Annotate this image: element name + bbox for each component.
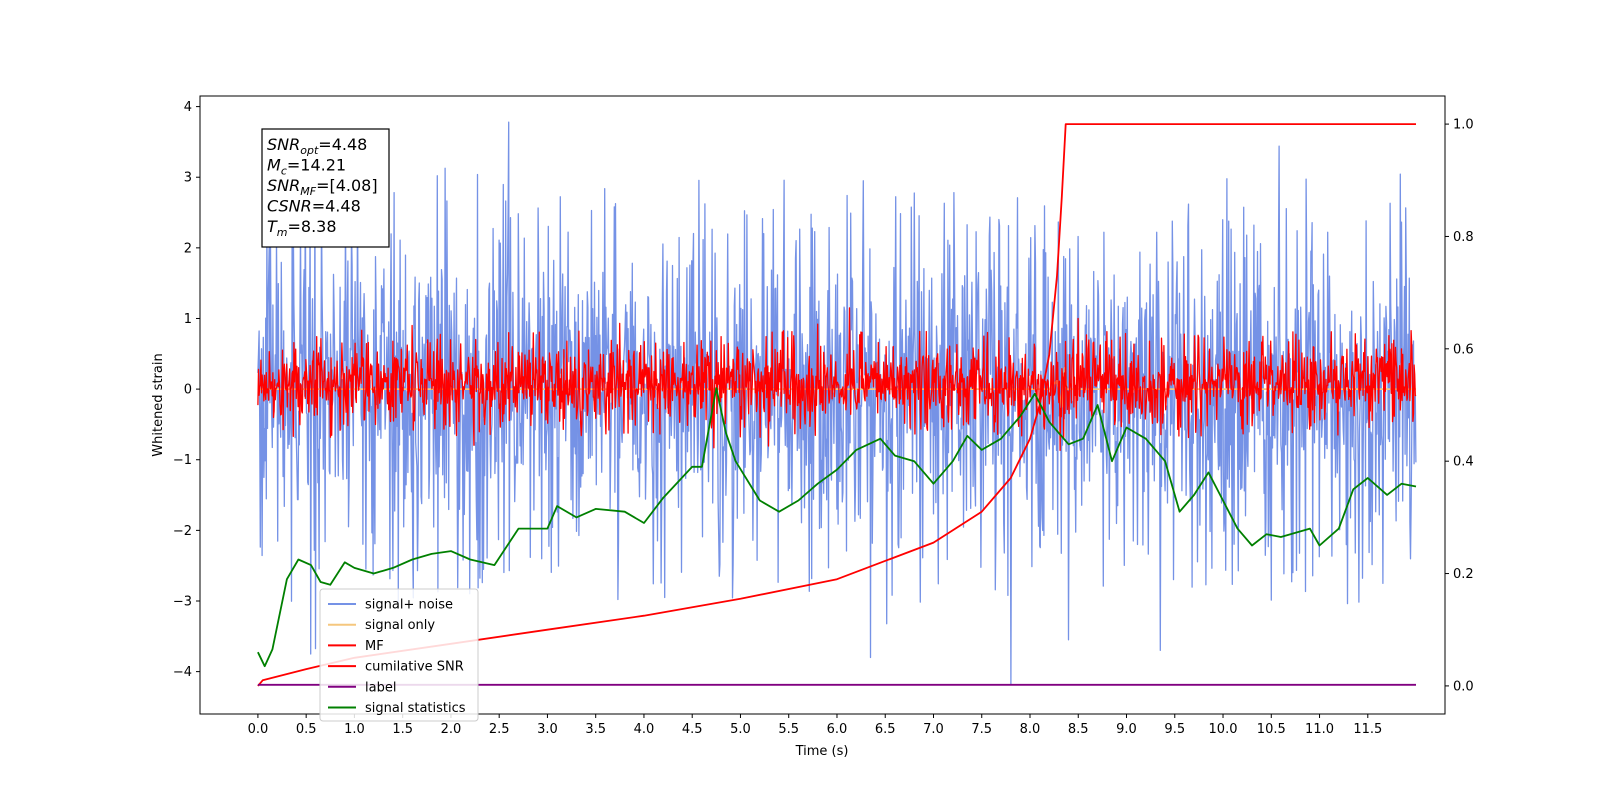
y-tick-label: 3: [184, 171, 192, 186]
y-tick-label: −4: [173, 665, 192, 680]
y-axis-label: Whitened strain: [151, 353, 166, 456]
y-axis-left: −4 −3 −2 −1 0 1 2 3 4: [173, 100, 200, 680]
x-tick-label: 5.5: [778, 722, 799, 737]
x-tick-label: 1.0: [344, 722, 365, 737]
annotation-subscript: m: [277, 226, 288, 239]
annotation-value: =4.48: [318, 135, 367, 154]
annotation-subscript: opt: [300, 144, 319, 157]
x-tick-label: 0.5: [296, 722, 317, 737]
x-tick-label: 11.5: [1353, 722, 1382, 737]
y-axis-right: 0.0 0.2 0.4 0.6 0.8 1.0: [1445, 118, 1474, 694]
x-axis-label: Time (s): [795, 744, 849, 759]
x-tick-label: 10.5: [1257, 722, 1286, 737]
x-tick-label: 4.0: [634, 722, 655, 737]
annotation-line: Mc=14.21: [267, 156, 346, 178]
x-axis: 0.0 0.5 1.0 1.5 2.0 2.5 3.0 3.5 4.0 4.5 5.0 5.5 6.0 6…: [248, 714, 1382, 737]
y-tick-label: −3: [173, 594, 192, 609]
legend-frame: [319, 588, 479, 722]
annotation-value: =8.38: [288, 217, 337, 236]
x-tick-label: 10.0: [1209, 722, 1238, 737]
legend-label: signal statistics: [365, 701, 466, 716]
annotation-value: =14.21: [287, 156, 346, 175]
legend-label: MF: [365, 639, 384, 654]
x-tick-label: 2.0: [441, 722, 462, 737]
annotation-symbol: SNR: [267, 135, 300, 154]
x-tick-label: 7.0: [923, 722, 944, 737]
annotation-symbol: T: [267, 217, 278, 236]
annotation-box: SNRopt=4.48Mc=14.21SNRMF=[4.08]CSNR=4.48…: [261, 128, 390, 248]
annotation-line: Tm=8.38: [267, 217, 337, 239]
x-tick-label: 5.0: [730, 722, 751, 737]
annotation-value: =4.48: [312, 197, 361, 216]
legend-label: cumilative SNR: [365, 660, 464, 675]
x-tick-label: 2.5: [489, 722, 510, 737]
y-tick-label: 2: [184, 241, 192, 256]
x-tick-label: 4.5: [682, 722, 703, 737]
y2-tick-label: 0.8: [1453, 230, 1474, 245]
y-tick-label: 0: [184, 383, 192, 398]
x-tick-label: 3.5: [585, 722, 606, 737]
y2-tick-label: 0.4: [1453, 455, 1474, 470]
plot-frame: [199, 95, 1446, 715]
y2-tick-label: 0.2: [1453, 567, 1474, 582]
x-tick-label: 11.0: [1305, 722, 1334, 737]
annotation-symbol: CSNR: [267, 197, 312, 216]
annotation-symbol: SNR: [267, 176, 300, 195]
legend: signal+ noise signal only MF cumilative SNR…: [319, 588, 479, 722]
x-tick-label: 1.5: [392, 722, 413, 737]
x-tick-label: 3.0: [537, 722, 558, 737]
y2-tick-label: 0.0: [1453, 679, 1474, 694]
y-tick-label: 1: [184, 312, 192, 327]
x-tick-label: 7.5: [971, 722, 992, 737]
annotation-value: =[4.08]: [316, 176, 378, 195]
series-signal-noise: [257, 121, 1417, 685]
x-tick-label: 9.0: [1116, 722, 1137, 737]
annotation-line: SNRopt=4.48: [267, 135, 367, 157]
y-tick-label: 4: [184, 100, 192, 115]
y-tick-label: −2: [173, 524, 192, 539]
x-tick-label: 0.0: [248, 722, 269, 737]
legend-label: signal+ noise: [365, 598, 453, 613]
annotation-line: CSNR=4.48: [267, 197, 361, 216]
x-tick-label: 8.5: [1068, 722, 1089, 737]
series-signal-statistics: [257, 387, 1417, 668]
annotation-symbol: M: [267, 156, 281, 175]
series-mf: [257, 307, 1417, 452]
y2-tick-label: 1.0: [1453, 118, 1474, 133]
x-tick-label: 8.0: [1020, 722, 1041, 737]
annotation-line: SNRMF=[4.08]: [267, 176, 378, 198]
legend-label: signal only: [365, 618, 435, 633]
annotation-subscript: MF: [300, 185, 316, 198]
y2-tick-label: 0.6: [1453, 342, 1474, 357]
legend-label: label: [365, 680, 396, 695]
y-tick-label: −1: [173, 453, 192, 468]
x-tick-label: 9.5: [1164, 722, 1185, 737]
x-tick-label: 6.0: [827, 722, 848, 737]
annotation-subscript: c: [281, 165, 287, 178]
annotation-frame: [261, 128, 390, 248]
x-tick-label: 6.5: [875, 722, 896, 737]
